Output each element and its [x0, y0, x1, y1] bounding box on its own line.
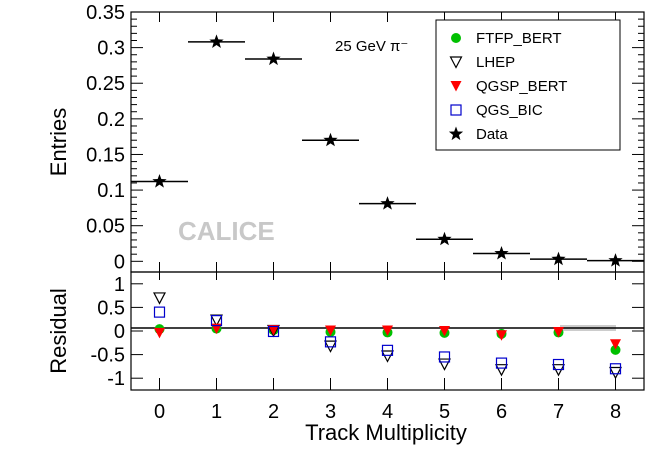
legend-marker-lhep [449, 56, 463, 69]
residual-point-lhep [153, 292, 166, 305]
residual-point-qgsp-bert [268, 325, 279, 336]
residual-point-qgs-bic [438, 351, 451, 363]
residual-point-qgsp-bert [325, 325, 336, 337]
residual-point-qgs-bic [609, 363, 622, 375]
x-tick-label: 0 [154, 401, 165, 423]
residual-point-qgsp-bert [439, 326, 450, 337]
legend-box [435, 19, 621, 151]
bottom-y-tick-label: 0 [114, 321, 125, 343]
top-y-tick-label: 0.35 [86, 2, 125, 24]
data-point [209, 34, 224, 48]
residual-point-qgs-bic [381, 344, 394, 356]
data-point [152, 174, 167, 188]
top-y-tick-label: 0.3 [97, 38, 125, 60]
x-tick-label: 3 [325, 401, 336, 423]
x-tick-label: 5 [439, 401, 450, 423]
residual-point-qgs-bic [552, 358, 565, 371]
data-point [380, 196, 395, 210]
top-y-tick-label: 0.05 [86, 216, 125, 238]
residual-point-ftfp-bert [610, 344, 621, 355]
top-panel: Entries CALICE 25 GeV π⁻ 0 0.05 0.1 0.15 0.2… [46, 2, 645, 273]
x-tick-label: 7 [553, 401, 564, 423]
residual-point-qgs-bic [324, 336, 337, 348]
x-tick-label: 2 [268, 401, 279, 423]
bottom-y-axis-title: Residual [46, 288, 71, 374]
data-point [608, 253, 623, 267]
bottom-y-tick-label: -0.5 [91, 345, 125, 367]
data-point [266, 51, 281, 66]
residual-point-qgs-bic [267, 325, 280, 338]
residual-point-qgsp-bert [211, 323, 222, 335]
x-tick-label: 4 [382, 401, 393, 423]
residual-point-qgsp-bert [154, 327, 165, 339]
legend-marker-ftfp-bert [451, 33, 461, 43]
residual-point-qgsp-bert [496, 330, 507, 341]
legend-label: Data [476, 126, 508, 143]
top-y-axis-title: Entries [46, 108, 71, 176]
legend-label: FTFP_BERT [476, 30, 562, 47]
residual-point-qgs-bic [210, 315, 223, 327]
residual-point-lhep [495, 364, 508, 377]
residual-point-lhep [381, 350, 394, 363]
legend-label: QGSP_BERT [476, 78, 567, 95]
beam-annotation: 25 GeV π⁻ [335, 38, 408, 55]
bottom-y-tick-label: 1 [114, 274, 125, 296]
x-tick-label: 6 [496, 401, 507, 423]
legend-marker-qgs-bic [450, 104, 462, 116]
residual-point-lhep [609, 366, 622, 380]
residual-point-qgs-bic [153, 306, 166, 318]
top-y-tick-label: 0 [114, 251, 125, 273]
x-tick-label: 8 [610, 401, 621, 423]
bottom-y-tick-label: -1 [107, 368, 125, 390]
bottom-panel: Residual Track Multiplicity -1-0.500.51 … [46, 271, 645, 445]
residual-point-qgsp-bert [610, 339, 621, 350]
top-y-tick-label: 0.2 [97, 109, 125, 131]
top-y-tick-label: 0.1 [97, 180, 125, 202]
x-axis-title: Track Multiplicity [305, 420, 467, 445]
bottom-y-tick-label: 0.5 [97, 297, 125, 319]
legend: FTFP_BERT LHEP QGSP_BERT QGS_BIC Data [435, 19, 621, 151]
watermark-calice: CALICE [178, 216, 275, 246]
legend-label: QGS_BIC [476, 102, 543, 119]
legend-marker-qgsp-bert [450, 81, 462, 92]
data-point [551, 251, 566, 266]
residual-point-qgsp-bert [382, 325, 393, 337]
top-y-tick-label: 0.15 [86, 144, 125, 166]
residual-point-lhep [438, 358, 451, 371]
legend-label: LHEP [476, 54, 515, 71]
data-point [494, 245, 509, 260]
legend-marker-data [448, 126, 464, 141]
data-point [437, 231, 452, 246]
residual-point-qgs-bic [495, 357, 508, 369]
x-tick-label: 1 [211, 401, 222, 423]
top-y-tick-label: 0.25 [86, 73, 125, 95]
residual-point-qgsp-bert [553, 326, 564, 338]
data-point [323, 132, 338, 147]
